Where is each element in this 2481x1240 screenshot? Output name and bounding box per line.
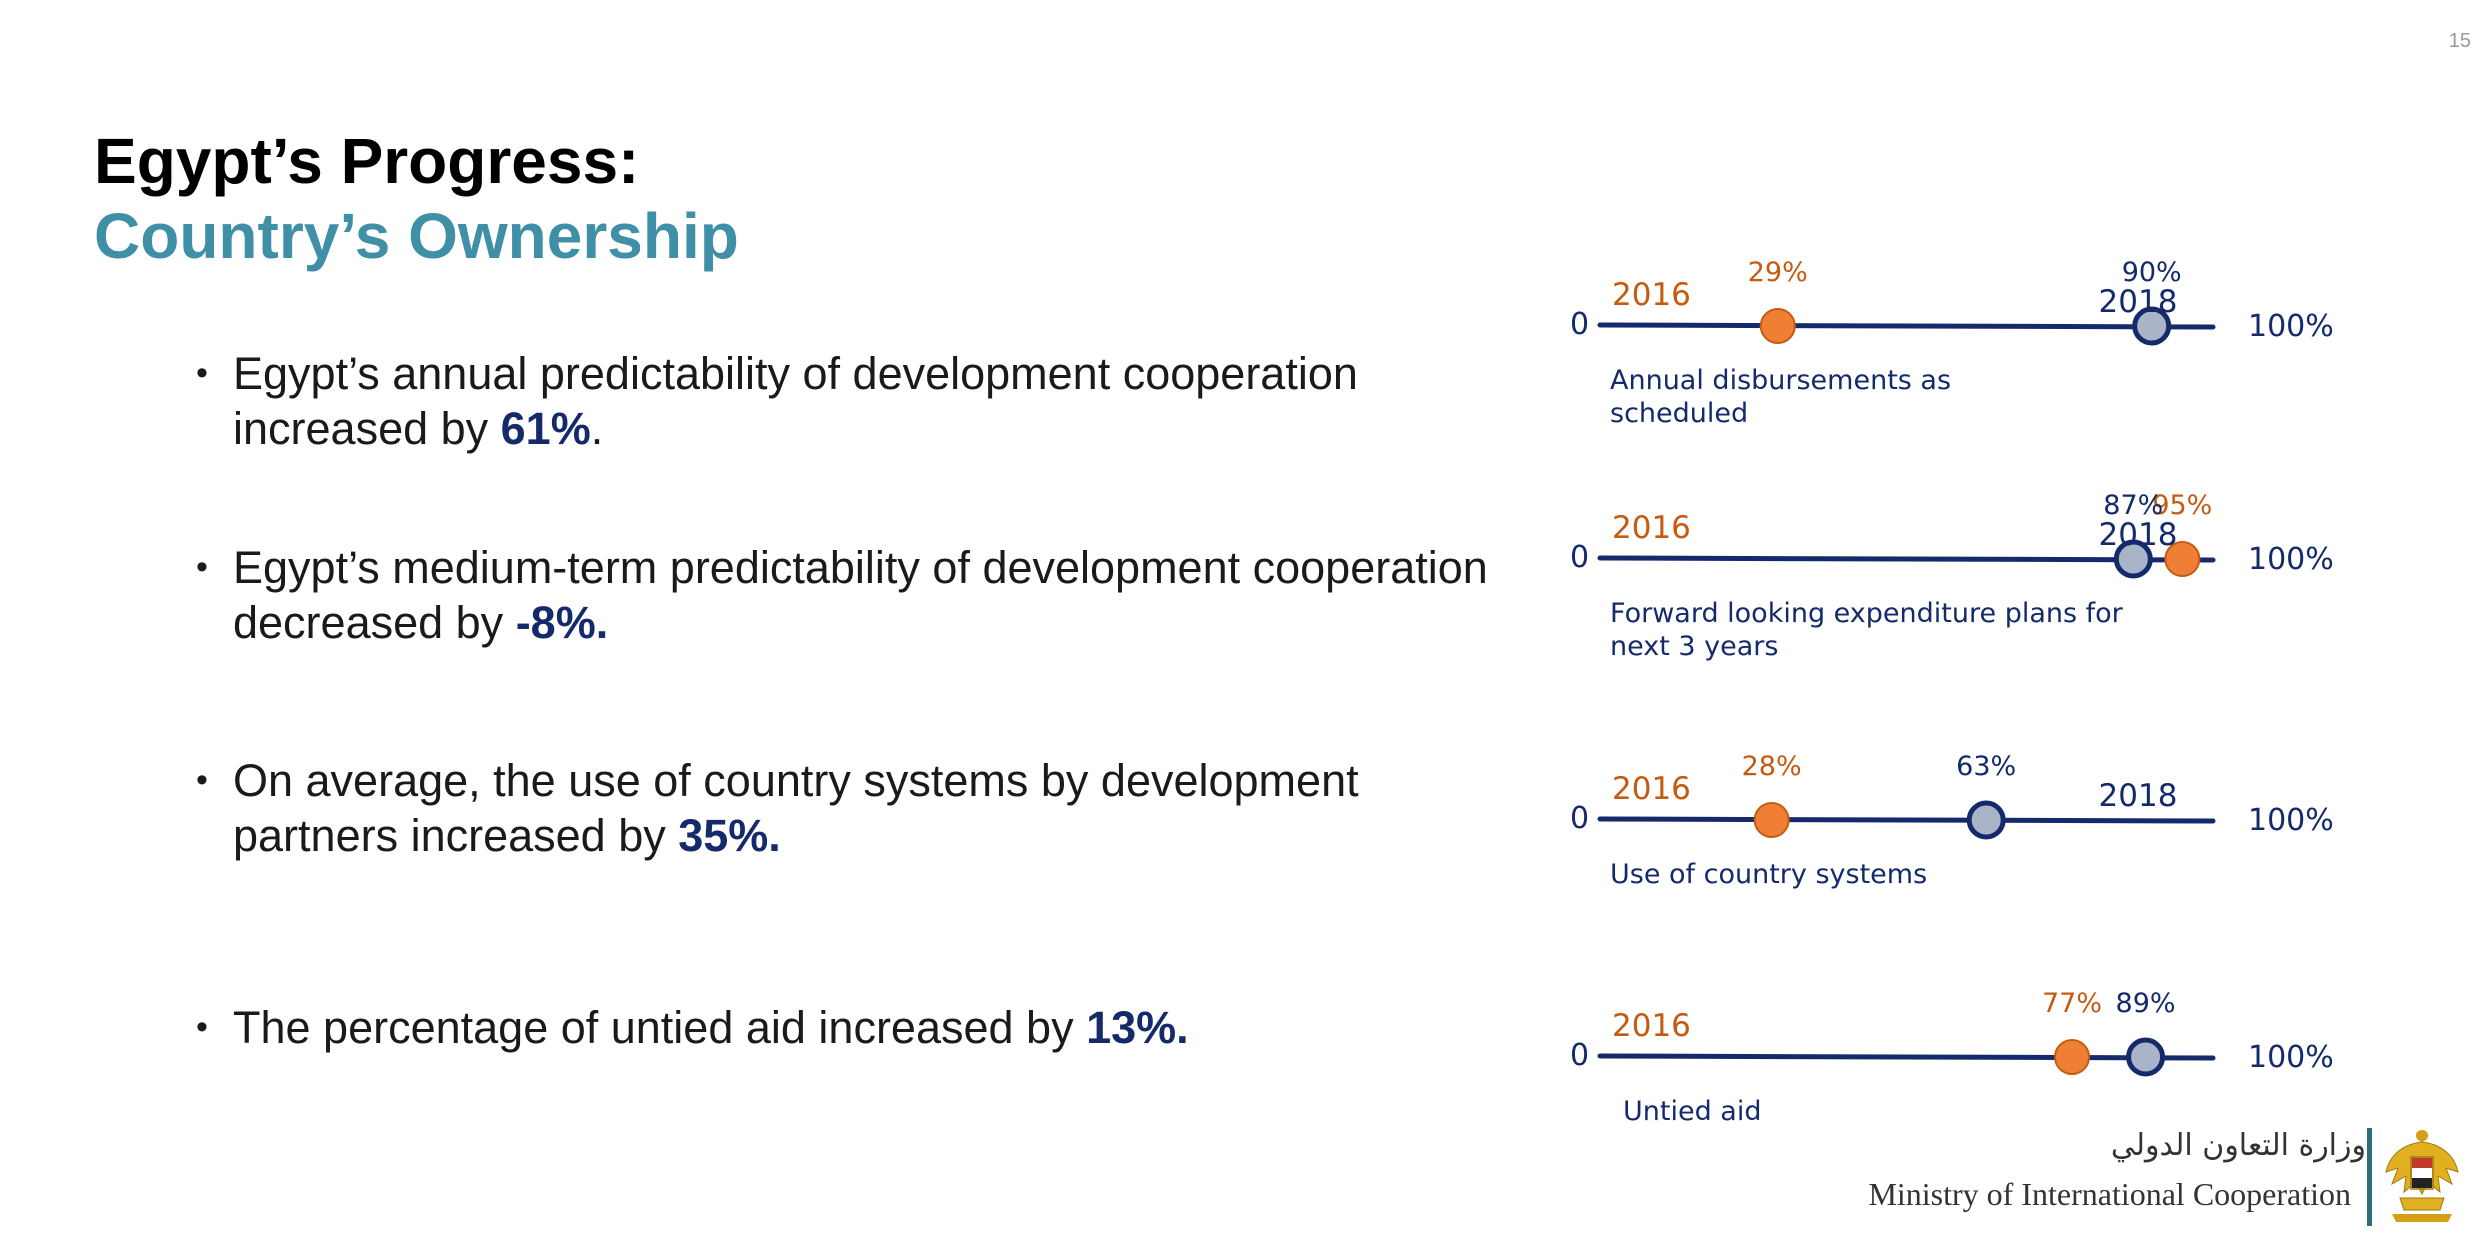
marker-2016 xyxy=(1753,802,1790,838)
value-label-2016: 95% xyxy=(2152,490,2212,521)
bullet-text: Egypt’s annual predictability of develop… xyxy=(233,348,1358,454)
axis-max-label: 100% xyxy=(2248,309,2334,344)
axis-min-label: 0 xyxy=(1570,307,1589,342)
bullet-item: • On average, the use of country systems… xyxy=(196,753,1496,863)
bullet-dot: • xyxy=(196,761,208,799)
ministry-name-english: Ministry of International Cooperation xyxy=(1868,1176,2351,1212)
bullet-dot: • xyxy=(196,548,208,586)
chart-title: Forward looking expenditure plans for xyxy=(1610,598,2124,629)
page-title: Egypt’s Progress: xyxy=(94,125,640,197)
axis-min-label: 0 xyxy=(1570,540,1589,575)
bullet-dot: • xyxy=(196,1008,208,1046)
chart-title: Untied aid xyxy=(1623,1096,1761,1127)
year-label-2016: 2016 xyxy=(1612,1008,1691,1044)
marker-2018 xyxy=(2113,539,2153,579)
bullet-text: On average, the use of country systems b… xyxy=(233,755,1359,861)
year-label-2016: 2016 xyxy=(1612,510,1691,546)
axis-max-label: 100% xyxy=(2248,542,2334,577)
value-label-2018: 89% xyxy=(2116,988,2176,1019)
page-subtitle: Country’s Ownership xyxy=(94,200,739,272)
page-number: 15 xyxy=(2448,30,2471,52)
axis-max-label: 100% xyxy=(2248,803,2334,838)
value-label-2016: 29% xyxy=(1748,257,1808,288)
bullet-highlight: 35%. xyxy=(678,810,781,861)
axis-line xyxy=(1597,322,2216,330)
value-label-2018: 63% xyxy=(1956,751,2016,782)
bullet-item: • The percentage of untied aid increased… xyxy=(196,1000,1496,1055)
bullet-dot: • xyxy=(196,354,208,392)
bullet-highlight: -8%. xyxy=(515,597,609,648)
value-label-2016: 28% xyxy=(1742,751,1802,782)
bullet-highlight: 61% xyxy=(500,403,591,454)
axis-min-label: 0 xyxy=(1570,801,1589,836)
year-label-2018: 2018 xyxy=(2099,284,2178,320)
axis-line xyxy=(1597,1053,2216,1061)
marker-2018 xyxy=(1966,800,2006,840)
marker-2018 xyxy=(2132,306,2172,346)
marker-2016 xyxy=(2054,1039,2091,1075)
value-label-2016: 77% xyxy=(2042,988,2102,1019)
axis-line xyxy=(1597,816,2216,824)
chart-title: Annual disbursements as xyxy=(1610,365,1951,396)
egypt-eagle-emblem-icon xyxy=(2385,1130,2459,1222)
bullet-item: • Egypt’s medium-term predictability of … xyxy=(196,540,1496,650)
year-label-2016: 2016 xyxy=(1612,277,1691,313)
chart-title: scheduled xyxy=(1610,398,1748,429)
bullet-text: Egypt’s medium-term predictability of de… xyxy=(233,542,1488,648)
bullet-text: The percentage of untied aid increased b… xyxy=(233,1002,1087,1053)
axis-max-label: 100% xyxy=(2248,1040,2334,1075)
chart-title: next 3 years xyxy=(1610,631,1778,662)
value-label-2018: 87% xyxy=(2103,490,2163,521)
chart-title: Use of country systems xyxy=(1610,859,1927,890)
marker-2016 xyxy=(2164,541,2201,577)
ministry-name-arabic: وزارة التعاون الدولي xyxy=(2110,1128,2366,1163)
axis-min-label: 0 xyxy=(1570,1038,1589,1073)
bullet-highlight: 13%. xyxy=(1086,1002,1189,1053)
bullet-suffix: . xyxy=(590,403,604,454)
year-label-2018: 2018 xyxy=(2099,517,2178,553)
axis-line xyxy=(1597,555,2216,563)
footer-divider xyxy=(2367,1128,2372,1226)
year-label-2018: 2018 xyxy=(2099,778,2178,814)
bullet-item: • Egypt’s annual predictability of devel… xyxy=(196,346,1496,456)
marker-2018 xyxy=(2126,1037,2166,1077)
marker-2016 xyxy=(1759,308,1796,344)
value-label-2018: 90% xyxy=(2122,257,2182,288)
year-label-2016: 2016 xyxy=(1612,771,1691,807)
